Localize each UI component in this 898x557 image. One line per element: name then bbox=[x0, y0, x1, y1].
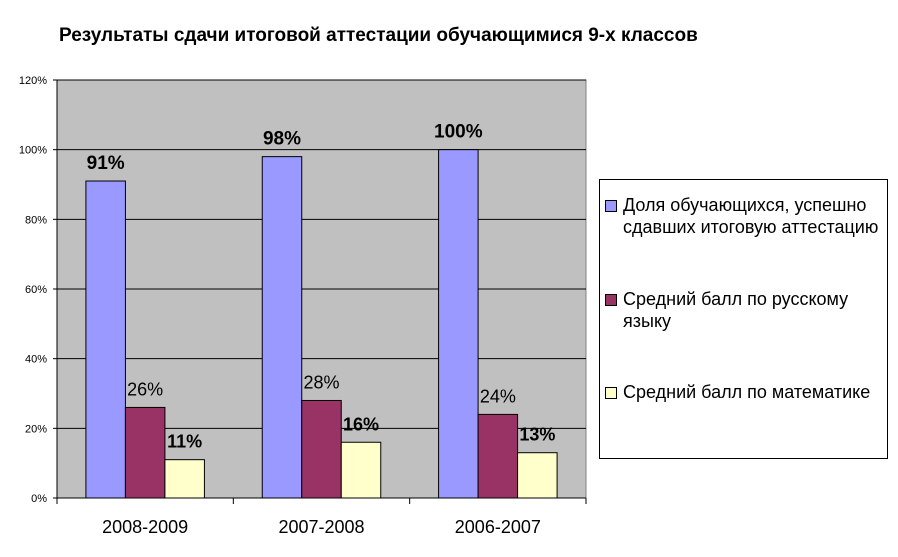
bar-series-3 bbox=[164, 459, 205, 499]
y-tick-label: 120% bbox=[19, 75, 47, 87]
data-label-series-1: 98% bbox=[263, 129, 301, 150]
bar-series-1 bbox=[85, 180, 126, 499]
data-label-series-2: 24% bbox=[480, 386, 516, 406]
data-label-series-1: 100% bbox=[434, 122, 483, 143]
y-tick-label: 100% bbox=[19, 145, 47, 157]
y-tick-label: 40% bbox=[25, 354, 47, 366]
y-tick-label: 0% bbox=[31, 493, 47, 505]
y-tick-label: 80% bbox=[25, 214, 47, 226]
legend-label-russian-score: Средний балл по русскому языку bbox=[623, 289, 849, 331]
bar-series-1 bbox=[438, 149, 479, 499]
y-tick-label: 20% bbox=[25, 423, 47, 435]
x-tick-label: 2006-2007 bbox=[455, 517, 541, 537]
legend-label-success-share: Доля обучающихся, успешно сдавших итогов… bbox=[623, 195, 879, 237]
data-label-series-3: 11% bbox=[167, 432, 202, 452]
chart-title: Результаты сдачи итоговой аттестации обу… bbox=[59, 25, 698, 46]
y-tick-label: 60% bbox=[25, 284, 47, 296]
data-label-series-1: 91% bbox=[87, 153, 125, 174]
chart-legend: Доля обучающихся, успешно сдавших итогов… bbox=[599, 179, 888, 459]
x-tick-label: 2007-2008 bbox=[278, 517, 364, 537]
legend-swatch-russian-score bbox=[605, 294, 617, 306]
data-label-series-2: 28% bbox=[303, 372, 339, 392]
bar-series-2 bbox=[301, 399, 342, 499]
bar-series-2 bbox=[124, 406, 166, 499]
legend-swatch-math-score bbox=[605, 387, 617, 399]
legend-item-math-score: Средний балл по математике bbox=[605, 381, 889, 403]
bar-series-3 bbox=[517, 452, 558, 499]
legend-swatch-success-share bbox=[605, 200, 617, 212]
legend-label-math-score: Средний балл по математике bbox=[623, 382, 871, 402]
bar-series-2 bbox=[477, 413, 519, 499]
legend-item-russian-score: Средний балл по русскому языку bbox=[605, 288, 889, 332]
data-label-series-3: 16% bbox=[343, 414, 379, 434]
x-tick-label: 2008-2009 bbox=[102, 517, 188, 537]
bar-series-1 bbox=[261, 156, 303, 499]
bar-series-3 bbox=[340, 441, 382, 499]
data-label-series-3: 13% bbox=[519, 425, 555, 445]
data-label-series-2: 26% bbox=[127, 379, 163, 399]
legend-item-success-share: Доля обучающихся, успешно сдавших итогов… bbox=[605, 194, 889, 238]
